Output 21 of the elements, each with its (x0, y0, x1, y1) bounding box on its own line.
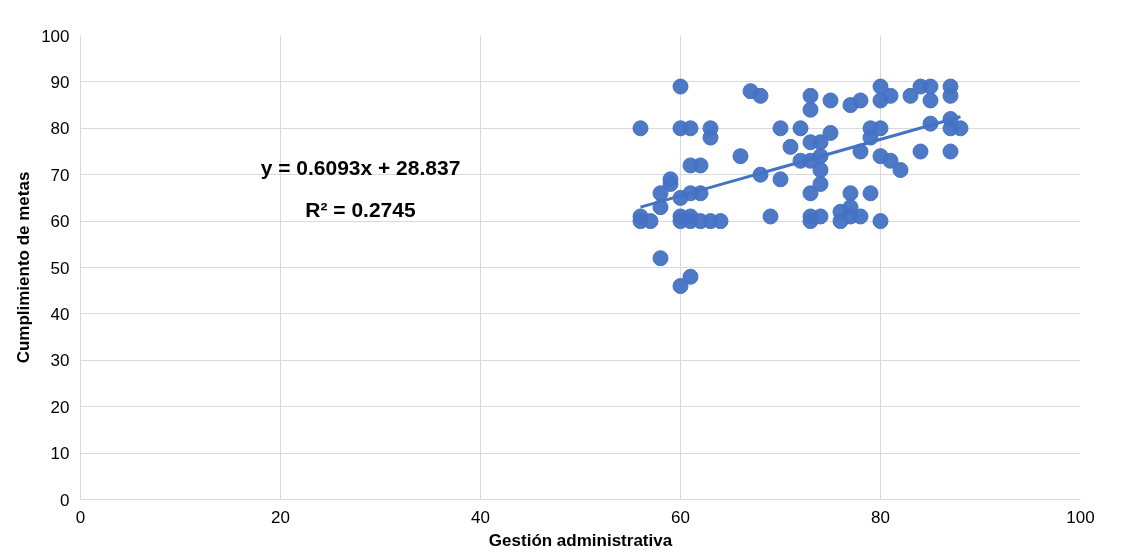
y-tick-label: 30 (50, 351, 70, 371)
x-tick-label: 0 (75, 507, 86, 527)
annotation: y = 0.6093x + 28.837 (260, 156, 461, 180)
x-tick-label: 80 (871, 507, 890, 527)
y-tick-label: 40 (50, 304, 70, 324)
y-tick-label: 90 (50, 72, 70, 92)
annotation: R² = 0.2745 (305, 198, 416, 222)
x-tick-label: 60 (671, 507, 690, 527)
y-tick-label: 20 (50, 397, 70, 417)
y-axis-title: Cumplimiento de metas (14, 171, 34, 364)
y-tick-label: 50 (50, 258, 70, 278)
x-tick-label: 20 (271, 507, 290, 527)
y-tick-label: 0 (60, 490, 70, 510)
y-tick-label: 60 (50, 212, 70, 232)
x-tick-label: 100 (1066, 507, 1095, 527)
y-tick-label: 80 (50, 119, 70, 139)
y-tick-label: 10 (50, 444, 70, 464)
x-axis-title: Gestión administrativa (488, 530, 673, 550)
y-tick-label: 70 (50, 165, 70, 185)
x-tick-label: 40 (471, 507, 490, 527)
y-tick-label: 100 (41, 26, 70, 46)
